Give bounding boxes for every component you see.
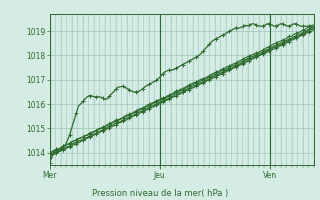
Text: Pression niveau de la mer( hPa ): Pression niveau de la mer( hPa ) (92, 189, 228, 198)
